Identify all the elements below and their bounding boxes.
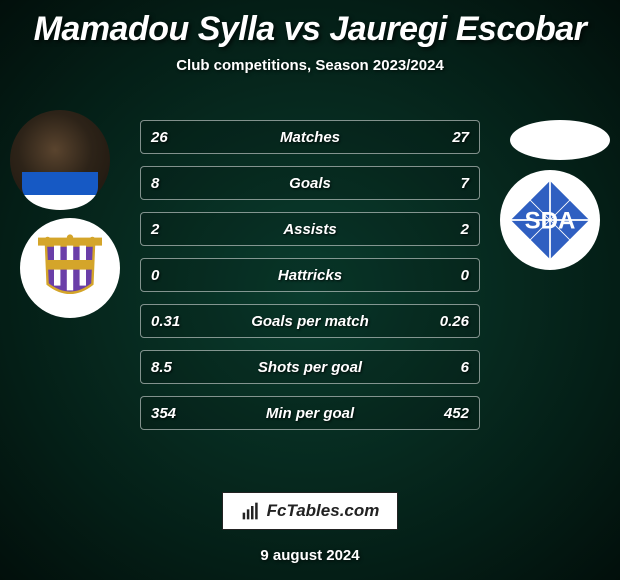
stat-row: 26 Matches 27 (140, 120, 480, 154)
stat-p2-value: 452 (444, 405, 469, 422)
footer: FcTables.com (0, 492, 620, 530)
stat-p1-value: 2 (151, 221, 159, 238)
stat-row: 0 Hattricks 0 (140, 258, 480, 292)
stat-p1-value: 0 (151, 267, 159, 284)
stat-p2-value: 2 (461, 221, 469, 238)
stat-p2-value: 0.26 (440, 313, 469, 330)
stat-p1-value: 8 (151, 175, 159, 192)
stat-label: Shots per goal (141, 359, 479, 376)
page-title: Mamadou Sylla vs Jauregi Escobar (0, 10, 620, 49)
crest-left-icon (30, 228, 110, 308)
stat-label: Goals (141, 175, 479, 192)
player1-shirt (22, 172, 98, 210)
player1-name: Mamadou Sylla (34, 10, 275, 48)
stat-p1-value: 8.5 (151, 359, 172, 376)
vs-text: vs (284, 10, 321, 48)
stats-table: 26 Matches 27 8 Goals 7 2 Assists 2 0 Ha… (140, 120, 480, 442)
stat-row: 0.31 Goals per match 0.26 (140, 304, 480, 338)
stat-label: Goals per match (141, 313, 479, 330)
player1-club-crest (20, 218, 120, 318)
stat-p1-value: 0.31 (151, 313, 180, 330)
stat-row: 8 Goals 7 (140, 166, 480, 200)
stat-label: Hattricks (141, 267, 479, 284)
stat-label: Matches (141, 129, 479, 146)
player2-club-crest: SDA (500, 170, 600, 270)
stat-p2-value: 27 (452, 129, 469, 146)
source-badge-text: FcTables.com (267, 501, 380, 521)
stat-row: 2 Assists 2 (140, 212, 480, 246)
player2-avatar (510, 120, 610, 160)
stat-row: 8.5 Shots per goal 6 (140, 350, 480, 384)
stat-label: Assists (141, 221, 479, 238)
player1-avatar (10, 110, 110, 210)
stat-p2-value: 6 (461, 359, 469, 376)
subtitle: Club competitions, Season 2023/2024 (0, 57, 620, 74)
stat-row: 354 Min per goal 452 (140, 396, 480, 430)
chart-icon (241, 501, 261, 521)
crest-right-icon: SDA (507, 177, 593, 263)
date-text: 9 august 2024 (0, 547, 620, 564)
stat-p2-value: 7 (461, 175, 469, 192)
player2-name: Jauregi Escobar (329, 10, 586, 48)
stat-p1-value: 354 (151, 405, 176, 422)
source-badge: FcTables.com (222, 492, 399, 530)
stat-p2-value: 0 (461, 267, 469, 284)
stat-p1-value: 26 (151, 129, 168, 146)
stat-label: Min per goal (141, 405, 479, 422)
svg-text:SDA: SDA (525, 208, 576, 235)
header: Mamadou Sylla vs Jauregi Escobar Club co… (0, 0, 620, 74)
